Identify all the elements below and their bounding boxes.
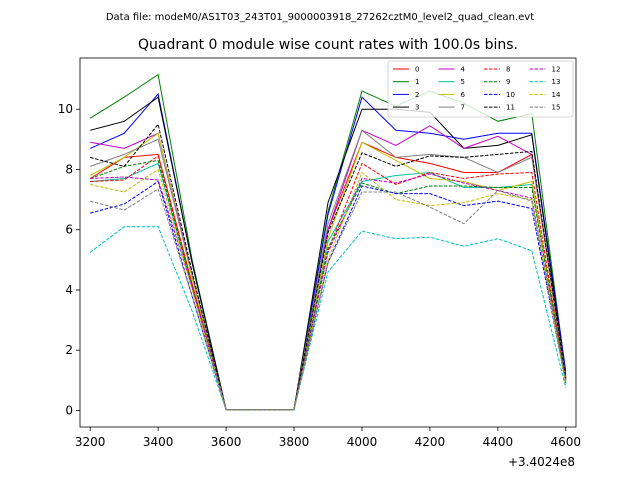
legend-label-2: 2 — [415, 91, 419, 99]
legend-label-5: 5 — [461, 78, 465, 86]
legend-box — [387, 60, 574, 118]
series-10-line — [90, 180, 567, 411]
series-11-line — [90, 123, 567, 411]
x-axis: 3200 3400 3600 3800 4000 4200 4400 4600 — [75, 427, 581, 449]
x-tick-label: 4600 — [551, 435, 582, 449]
x-offset-label: +3.4024e8 — [508, 455, 575, 469]
y-tick-label: 10 — [58, 102, 73, 116]
x-tick-label: 3400 — [143, 435, 174, 449]
legend-label-14: 14 — [552, 91, 561, 99]
x-tick-label: 4200 — [415, 435, 446, 449]
legend-label-6: 6 — [461, 91, 466, 99]
series-9-line — [90, 159, 567, 411]
plot-frame — [79, 57, 577, 428]
chart-title: Quadrant 0 module wise count rates with … — [138, 37, 518, 53]
y-tick-label: 2 — [65, 343, 73, 357]
y-tick-label: 8 — [65, 162, 73, 176]
series-3-line — [90, 96, 567, 411]
x-tick-label: 4400 — [483, 435, 514, 449]
y-tick-label: 4 — [65, 283, 73, 297]
legend-label-11: 11 — [506, 104, 515, 112]
series-7-line — [90, 129, 567, 411]
series-12-line — [90, 173, 567, 411]
y-axis: 0 2 4 6 8 10 — [58, 102, 80, 417]
series-15-line — [90, 188, 567, 411]
legend-label-4: 4 — [461, 66, 466, 74]
chart-supertitle: Data file: modeM0/AS1T03_243T01_90000039… — [106, 12, 534, 23]
legend-label-15: 15 — [552, 104, 561, 112]
x-tick-label: 3800 — [279, 435, 310, 449]
legend-label-7: 7 — [461, 104, 465, 112]
legend-label-10: 10 — [506, 91, 515, 99]
legend-label-9: 9 — [506, 78, 510, 86]
y-tick-label: 0 — [65, 403, 73, 417]
legend-label-12: 12 — [552, 66, 561, 74]
legend-label-3: 3 — [415, 104, 419, 112]
legend-label-8: 8 — [506, 66, 510, 74]
legend-label-0: 0 — [415, 66, 419, 74]
x-tick-label: 3600 — [211, 435, 242, 449]
series-13-line — [89, 226, 567, 411]
legend-label-13: 13 — [552, 78, 561, 86]
series-8-line — [90, 155, 567, 411]
legend-label-1: 1 — [415, 78, 419, 86]
x-tick-label: 4000 — [347, 435, 378, 449]
series-layer — [89, 73, 567, 411]
series-14-line — [90, 168, 567, 411]
y-tick-label: 6 — [65, 223, 73, 237]
x-tick-label: 3200 — [75, 435, 106, 449]
